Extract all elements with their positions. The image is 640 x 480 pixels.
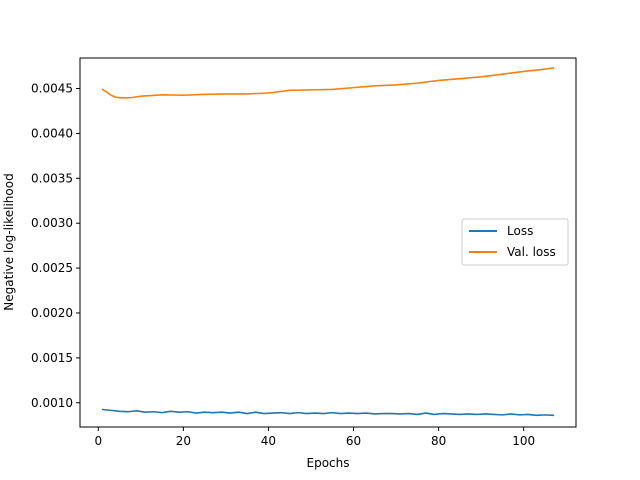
y-tick-label: 0.0015 <box>31 351 73 365</box>
y-tick-label: 0.0020 <box>31 306 73 320</box>
x-tick-label: 0 <box>94 434 102 448</box>
x-axis-label: Epochs <box>307 456 350 470</box>
legend-label-val-loss: Val. loss <box>507 245 556 259</box>
y-tick-label: 0.0040 <box>31 126 73 140</box>
y-tick-label: 0.0035 <box>31 171 73 185</box>
loss-line <box>101 408 555 417</box>
y-tick-label: 0.0010 <box>31 396 73 410</box>
x-tick-label: 40 <box>261 434 276 448</box>
x-tick-label: 80 <box>431 434 446 448</box>
y-tick-label: 0.0045 <box>31 82 73 96</box>
y-axis-label: Negative log-likelihood <box>2 173 16 310</box>
legend: Loss Val. loss <box>461 218 569 266</box>
x-tick-label: 20 <box>176 434 191 448</box>
val-loss-line <box>101 67 555 99</box>
y-tick-label: 0.0030 <box>31 216 73 230</box>
x-axis: 0 20 40 60 80 100 <box>94 427 535 448</box>
series-layer <box>101 67 555 417</box>
y-tick-label: 0.0025 <box>31 261 73 275</box>
legend-label-loss: Loss <box>507 224 533 238</box>
y-axis: 0.0010 0.0015 0.0020 0.0025 0.0030 0.0035 0.00… <box>31 82 80 410</box>
axes-frame <box>79 57 577 428</box>
x-tick-label: 100 <box>512 434 535 448</box>
x-tick-label: 60 <box>346 434 361 448</box>
